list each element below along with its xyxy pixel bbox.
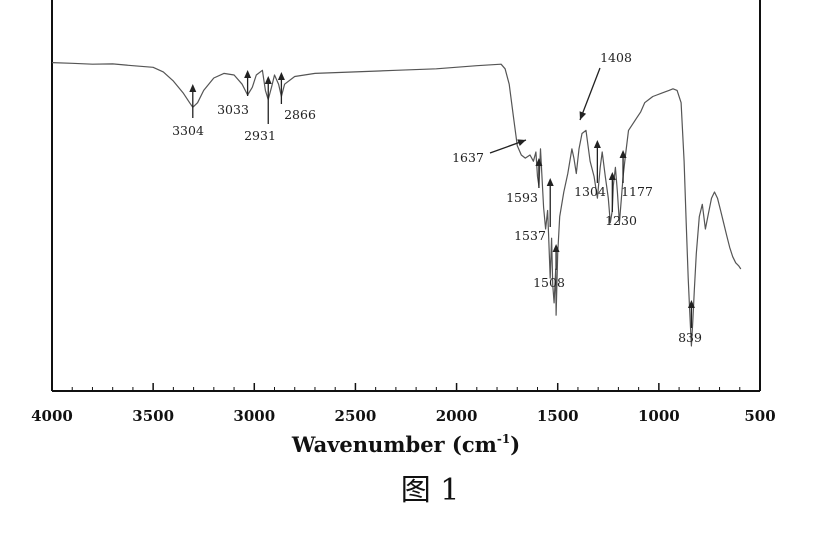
x-axis-tick-labels: 4000 3500 3000 2500 2000 1500 1000 500	[31, 407, 776, 425]
peak-arrow-1408	[580, 68, 600, 120]
peak-annotation-2866: 2866	[278, 72, 316, 122]
peak-label-1230: 1230	[605, 213, 637, 228]
peak-label-3033: 3033	[217, 102, 249, 117]
peak-label-3304: 3304	[172, 123, 204, 138]
x-tick-label-2500: 2500	[335, 407, 377, 425]
peak-annotations: 3304 3033 2931 2866 1637 1408 1593 1537 1508 1304…	[172, 50, 702, 345]
peak-label-2866: 2866	[284, 107, 316, 122]
peak-arrowhead-3033	[244, 70, 251, 78]
x-tick-label-2000: 2000	[436, 407, 478, 425]
peak-arrowhead-3304	[189, 84, 196, 92]
x-tick-label-1500: 1500	[537, 407, 579, 425]
peak-label-2931: 2931	[244, 128, 276, 143]
x-tick-label-3500: 3500	[132, 407, 174, 425]
peak-arrowhead-1537	[547, 178, 554, 186]
series-group	[52, 63, 741, 346]
peak-label-1637: 1637	[452, 150, 484, 165]
x-tick-label-1000: 1000	[638, 407, 680, 425]
peak-label-1537: 1537	[514, 228, 546, 243]
figure-caption: 图 1	[401, 473, 460, 508]
x-tick-label-3000: 3000	[233, 407, 275, 425]
peak-arrowhead-2931	[265, 76, 272, 84]
peak-annotation-3304: 3304	[172, 84, 204, 138]
peak-annotation-1593: 1593	[506, 158, 542, 205]
x-axis-label: Wavenumber (cm-1)	[291, 432, 520, 457]
peak-annotation-1177: 1177	[620, 150, 653, 199]
peak-arrowhead-2866	[278, 72, 285, 80]
peak-arrowhead-1408	[580, 111, 587, 120]
peak-arrowhead-1304	[594, 140, 601, 148]
series-line	[52, 63, 741, 346]
peak-label-839: 839	[678, 330, 702, 345]
peak-annotation-3033: 3033	[217, 70, 251, 117]
peak-arrowhead-1637	[517, 139, 526, 146]
peak-label-1408: 1408	[600, 50, 632, 65]
peak-label-1593: 1593	[506, 190, 538, 205]
peak-label-1304: 1304	[574, 184, 606, 199]
x-tick-label-4000: 4000	[31, 407, 73, 425]
peak-label-1177: 1177	[621, 184, 653, 199]
x-axis-ticks	[52, 383, 760, 391]
x-tick-label-500: 500	[744, 407, 775, 425]
peak-label-1508: 1508	[533, 275, 565, 290]
peak-annotation-1408: 1408	[580, 50, 632, 120]
peak-annotation-1637: 1637	[452, 139, 526, 165]
